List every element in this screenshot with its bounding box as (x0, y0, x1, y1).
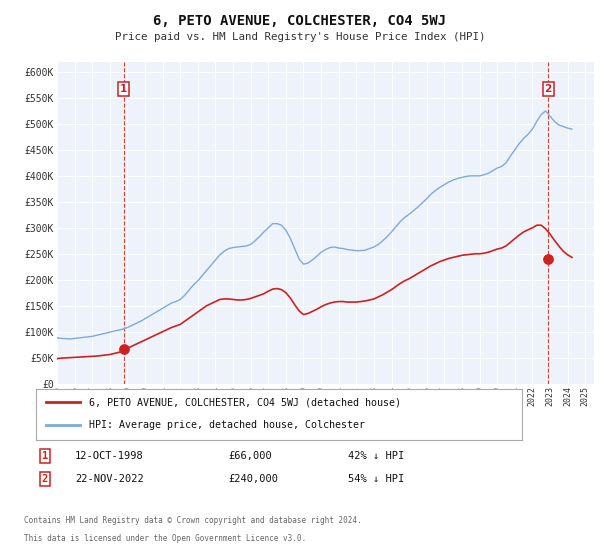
Text: Price paid vs. HM Land Registry's House Price Index (HPI): Price paid vs. HM Land Registry's House … (115, 32, 485, 43)
Text: HPI: Average price, detached house, Colchester: HPI: Average price, detached house, Colc… (89, 421, 365, 431)
Point (119, 345, 128, 354)
Text: 2: 2 (42, 474, 48, 484)
Text: 1: 1 (120, 84, 127, 94)
Text: 42% ↓ HPI: 42% ↓ HPI (348, 451, 404, 461)
Text: 6, PETO AVENUE, COLCHESTER, CO4 5WJ: 6, PETO AVENUE, COLCHESTER, CO4 5WJ (154, 14, 446, 28)
Text: 2: 2 (545, 84, 552, 94)
Text: This data is licensed under the Open Government Licence v3.0.: This data is licensed under the Open Gov… (24, 534, 306, 543)
Text: 12-OCT-1998: 12-OCT-1998 (75, 451, 144, 461)
Text: £240,000: £240,000 (228, 474, 278, 484)
Text: 54% ↓ HPI: 54% ↓ HPI (348, 474, 404, 484)
Text: £66,000: £66,000 (228, 451, 272, 461)
Text: 6, PETO AVENUE, COLCHESTER, CO4 5WJ (detached house): 6, PETO AVENUE, COLCHESTER, CO4 5WJ (det… (89, 397, 401, 407)
Text: Contains HM Land Registry data © Crown copyright and database right 2024.: Contains HM Land Registry data © Crown c… (24, 516, 362, 525)
Text: 1: 1 (42, 451, 48, 461)
Text: 22-NOV-2022: 22-NOV-2022 (75, 474, 144, 484)
Point (544, 254, 553, 263)
